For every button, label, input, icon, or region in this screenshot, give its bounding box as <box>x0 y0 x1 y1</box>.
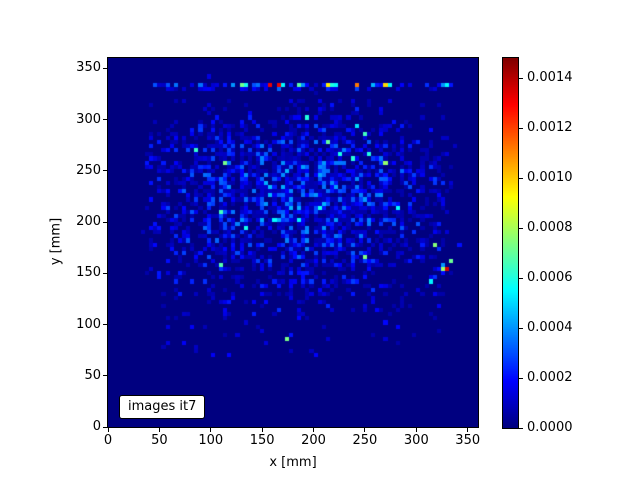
y-tick-mark <box>103 119 107 120</box>
y-tick-label: 350 <box>76 60 101 76</box>
y-tick-label: 250 <box>76 162 101 178</box>
y-tick-mark <box>103 426 107 428</box>
x-tick-label: 350 <box>455 433 481 448</box>
x-tick-label: 50 <box>151 433 168 448</box>
y-tick-label: 0 <box>92 419 101 434</box>
y-tick-label: 50 <box>84 367 101 383</box>
y-tick-label: 300 <box>76 111 101 127</box>
colorbar-tick-label: 0.0006 <box>527 270 573 285</box>
y-tick-label: 150 <box>76 265 101 281</box>
colorbar-tick-label: 0.0010 <box>527 170 573 185</box>
x-tick-label: 100 <box>198 433 224 448</box>
x-tick-label: 200 <box>301 433 326 448</box>
colorbar-tick-label: 0.0012 <box>527 120 573 135</box>
y-tick-label: 200 <box>76 214 101 229</box>
x-tick-label: 150 <box>249 433 275 448</box>
x-tick-label: 300 <box>403 433 429 448</box>
colorbar-tick-label: 0.0014 <box>527 70 573 85</box>
colorbar-tick-label: 0.0000 <box>527 420 573 435</box>
y-axis-label: y [mm] <box>48 217 64 266</box>
x-tick-mark <box>415 428 417 432</box>
legend-label: images it7 <box>128 399 197 414</box>
y-tick-mark <box>103 272 107 274</box>
colorbar-tick-mark <box>519 177 523 179</box>
heatmap-canvas <box>108 58 478 427</box>
x-tick-label: 250 <box>352 433 378 448</box>
x-tick-mark <box>210 428 212 432</box>
plot-area <box>107 57 479 428</box>
y-tick-label: 100 <box>76 316 101 332</box>
x-axis-label: x [mm] <box>269 455 317 470</box>
colorbar-tick-mark <box>519 327 523 329</box>
colorbar-tick-mark <box>519 427 523 429</box>
x-tick-mark <box>313 428 315 432</box>
colorbar-canvas <box>503 58 518 428</box>
colorbar-tick-mark <box>519 127 523 129</box>
x-tick-label: 0 <box>103 433 113 448</box>
colorbar-tick-mark <box>519 77 523 79</box>
y-tick-mark <box>103 324 107 325</box>
colorbar-tick-label: 0.0004 <box>527 320 573 335</box>
y-tick-mark <box>103 221 107 223</box>
colorbar-tick-mark <box>519 277 523 279</box>
y-tick-mark <box>103 67 107 69</box>
colorbar <box>502 57 519 429</box>
legend-box: images it7 <box>119 395 206 419</box>
colorbar-tick-label: 0.0008 <box>527 220 573 235</box>
colorbar-tick-mark <box>519 377 523 379</box>
colorbar-tick-label: 0.0002 <box>527 370 573 385</box>
colorbar-tick-mark <box>519 227 523 229</box>
x-tick-mark <box>467 428 469 432</box>
x-tick-mark <box>261 428 263 432</box>
x-tick-mark <box>107 428 109 432</box>
y-tick-mark <box>103 375 107 377</box>
y-tick-mark <box>103 170 107 172</box>
x-tick-mark <box>364 428 366 432</box>
x-tick-mark <box>158 428 160 432</box>
